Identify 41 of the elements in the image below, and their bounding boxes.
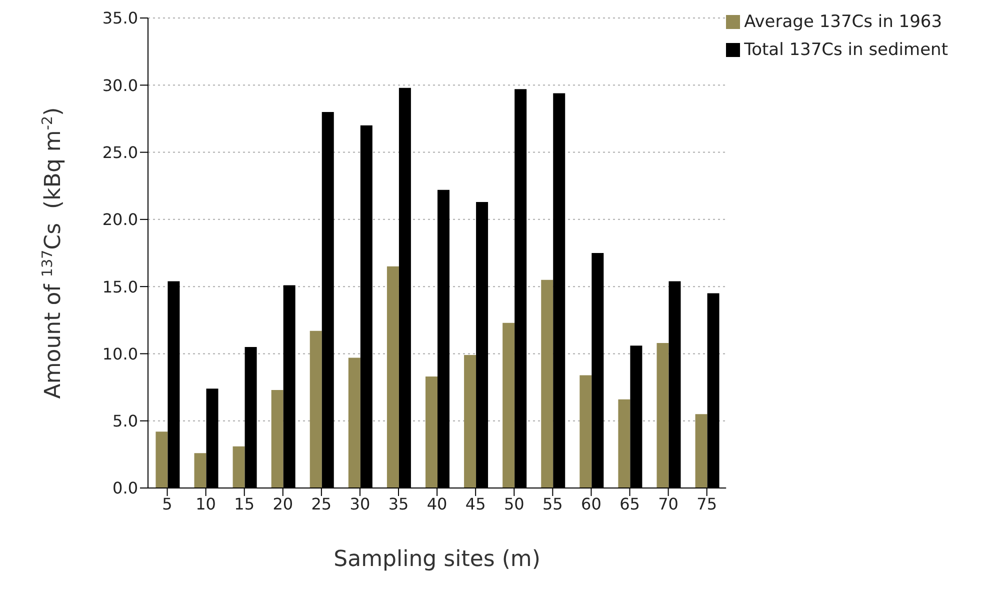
y-tick-label: 0.0 [112,478,138,498]
bar [464,355,476,488]
x-tick-label: 35 [388,494,409,514]
legend-label: Total 137Cs in sediment [744,40,948,60]
y-tick-label: 10.0 [102,344,138,364]
bar [271,390,284,488]
bar [618,399,630,488]
bar [348,358,360,488]
x-axis-title: Sampling sites (m) [334,547,540,572]
y-tick-label: 20.0 [102,210,138,230]
legend-label: Average 137Cs in 1963 [744,12,942,32]
x-tick-label: 50 [504,494,524,514]
y-tick-label: 15.0 [102,277,138,296]
bar [541,280,554,488]
y-tick-label: 25.0 [102,142,138,162]
x-tick-label: 10 [196,494,216,514]
bar [386,266,399,488]
x-tick-label: 55 [542,494,563,514]
x-tick-label: 20 [272,494,294,514]
x-tick-label: 70 [658,494,678,514]
bar [656,342,669,488]
x-tick-label: 65 [620,494,640,514]
x-tick-label: 40 [426,494,448,514]
x-tick-label: 45 [465,494,486,514]
y-tick-label: 5.0 [112,412,138,431]
bar [695,414,708,488]
x-tick-label: 15 [234,494,255,514]
bar [232,446,245,488]
bar [156,432,168,488]
x-tick-label: 75 [696,494,718,514]
y-tick-label: 30.0 [102,76,138,95]
x-tick-label: 60 [581,494,602,514]
bar [310,330,322,488]
bar [425,376,438,488]
bar [502,322,515,488]
x-tick-label: 30 [350,494,370,514]
y-tick-label: 35.0 [102,8,138,28]
bar [194,453,206,488]
x-tick-label: 25 [311,494,332,514]
x-tick-label: 5 [162,494,172,514]
bar [580,375,592,488]
